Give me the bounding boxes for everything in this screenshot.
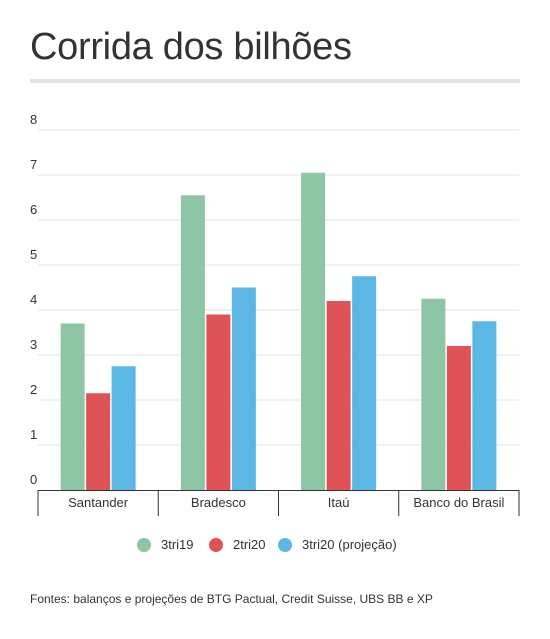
bar — [301, 172, 326, 490]
bars — [60, 172, 497, 490]
bar — [472, 321, 497, 490]
bar — [111, 366, 136, 490]
legend-item: 3tri20 (projeção) — [278, 537, 397, 552]
y-tick-label: 1 — [30, 427, 37, 442]
y-tick-label: 4 — [30, 292, 37, 307]
legend-item: 2tri20 — [209, 537, 266, 552]
x-category-label: Banco do Brasil — [413, 495, 504, 510]
y-tick-label: 8 — [30, 112, 37, 127]
x-category-label: Santander — [68, 495, 129, 510]
y-axis-ticks: 0 1 2 3 4 5 6 7 8 — [30, 112, 37, 487]
y-tick-label: 0 — [30, 472, 37, 487]
title-divider — [30, 79, 520, 83]
legend-label: 3tri19 — [161, 537, 194, 552]
legend-label: 3tri20 (projeção) — [302, 537, 397, 552]
bar — [326, 301, 351, 490]
y-tick-label: 5 — [30, 247, 37, 262]
x-category-label: Itaú — [328, 495, 350, 510]
bar — [86, 393, 111, 490]
legend-label: 2tri20 — [233, 537, 266, 552]
legend-swatch — [278, 537, 292, 552]
bar — [421, 298, 446, 490]
gridlines — [38, 129, 519, 446]
x-axis: Santander Bradesco Itaú Banco do Brasil — [37, 490, 520, 516]
x-category-label: Bradesco — [191, 495, 246, 510]
bar — [180, 195, 205, 490]
y-tick-label: 2 — [30, 382, 37, 397]
source-note: Fontes: balanços e projeções de BTG Pact… — [30, 592, 433, 606]
y-tick-label: 3 — [30, 337, 37, 352]
bar — [60, 323, 85, 490]
bar-chart: 0 1 2 3 4 5 6 7 8 Santander Bradesco Itaú Banco do … — [30, 112, 520, 516]
bar — [446, 346, 471, 490]
bar — [352, 276, 377, 490]
legend-swatch — [209, 537, 223, 552]
legend-swatch — [137, 537, 151, 552]
legend: 3tri19 2tri20 3tri20 (projeção) — [0, 537, 550, 557]
y-tick-label: 7 — [30, 157, 37, 172]
bar — [206, 314, 231, 490]
legend-item: 3tri19 — [137, 537, 194, 552]
y-tick-label: 6 — [30, 202, 37, 217]
chart-title: Corrida dos bilhões — [30, 26, 352, 68]
bar — [231, 287, 256, 490]
